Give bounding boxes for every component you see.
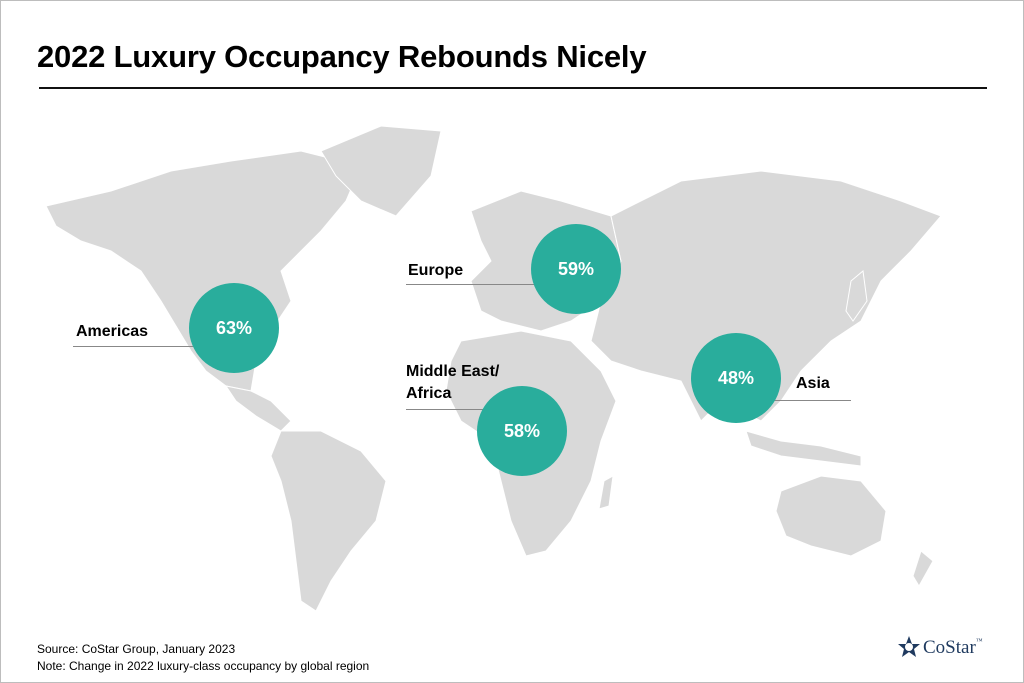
australia [775, 475, 887, 557]
title-rule [39, 87, 987, 89]
leader-line [771, 400, 851, 401]
trademark: ™ [975, 637, 983, 645]
south-america [270, 430, 387, 612]
new-zealand [912, 550, 934, 587]
logo: CoStar™ [923, 637, 983, 659]
logo-text: CoStar [923, 637, 976, 658]
japan [845, 270, 868, 322]
logo-icon [898, 636, 920, 657]
leader-line [406, 284, 541, 285]
region-label: Americas [76, 323, 149, 340]
title: 2022 Luxury Occupancy Rebounds Nicely [37, 39, 647, 74]
note: Note: Change in 2022 luxury-class occupa… [37, 659, 370, 673]
greenland [320, 125, 442, 217]
asia [590, 170, 942, 422]
region-bubble: 63% [189, 283, 279, 373]
region-label: Europe [408, 262, 464, 279]
leader-line [73, 346, 203, 347]
indonesia [745, 430, 862, 467]
region-label: Middle East/ Africa [406, 363, 500, 402]
madagascar [598, 475, 614, 510]
region-label: Asia [796, 375, 830, 392]
region-bubble: 59% [531, 224, 621, 314]
region-bubble: 58% [477, 386, 567, 476]
region-bubble: 48% [691, 333, 781, 423]
source: Source: CoStar Group, January 2023 [37, 642, 236, 656]
central-america [224, 385, 292, 432]
leader-line [406, 409, 491, 410]
